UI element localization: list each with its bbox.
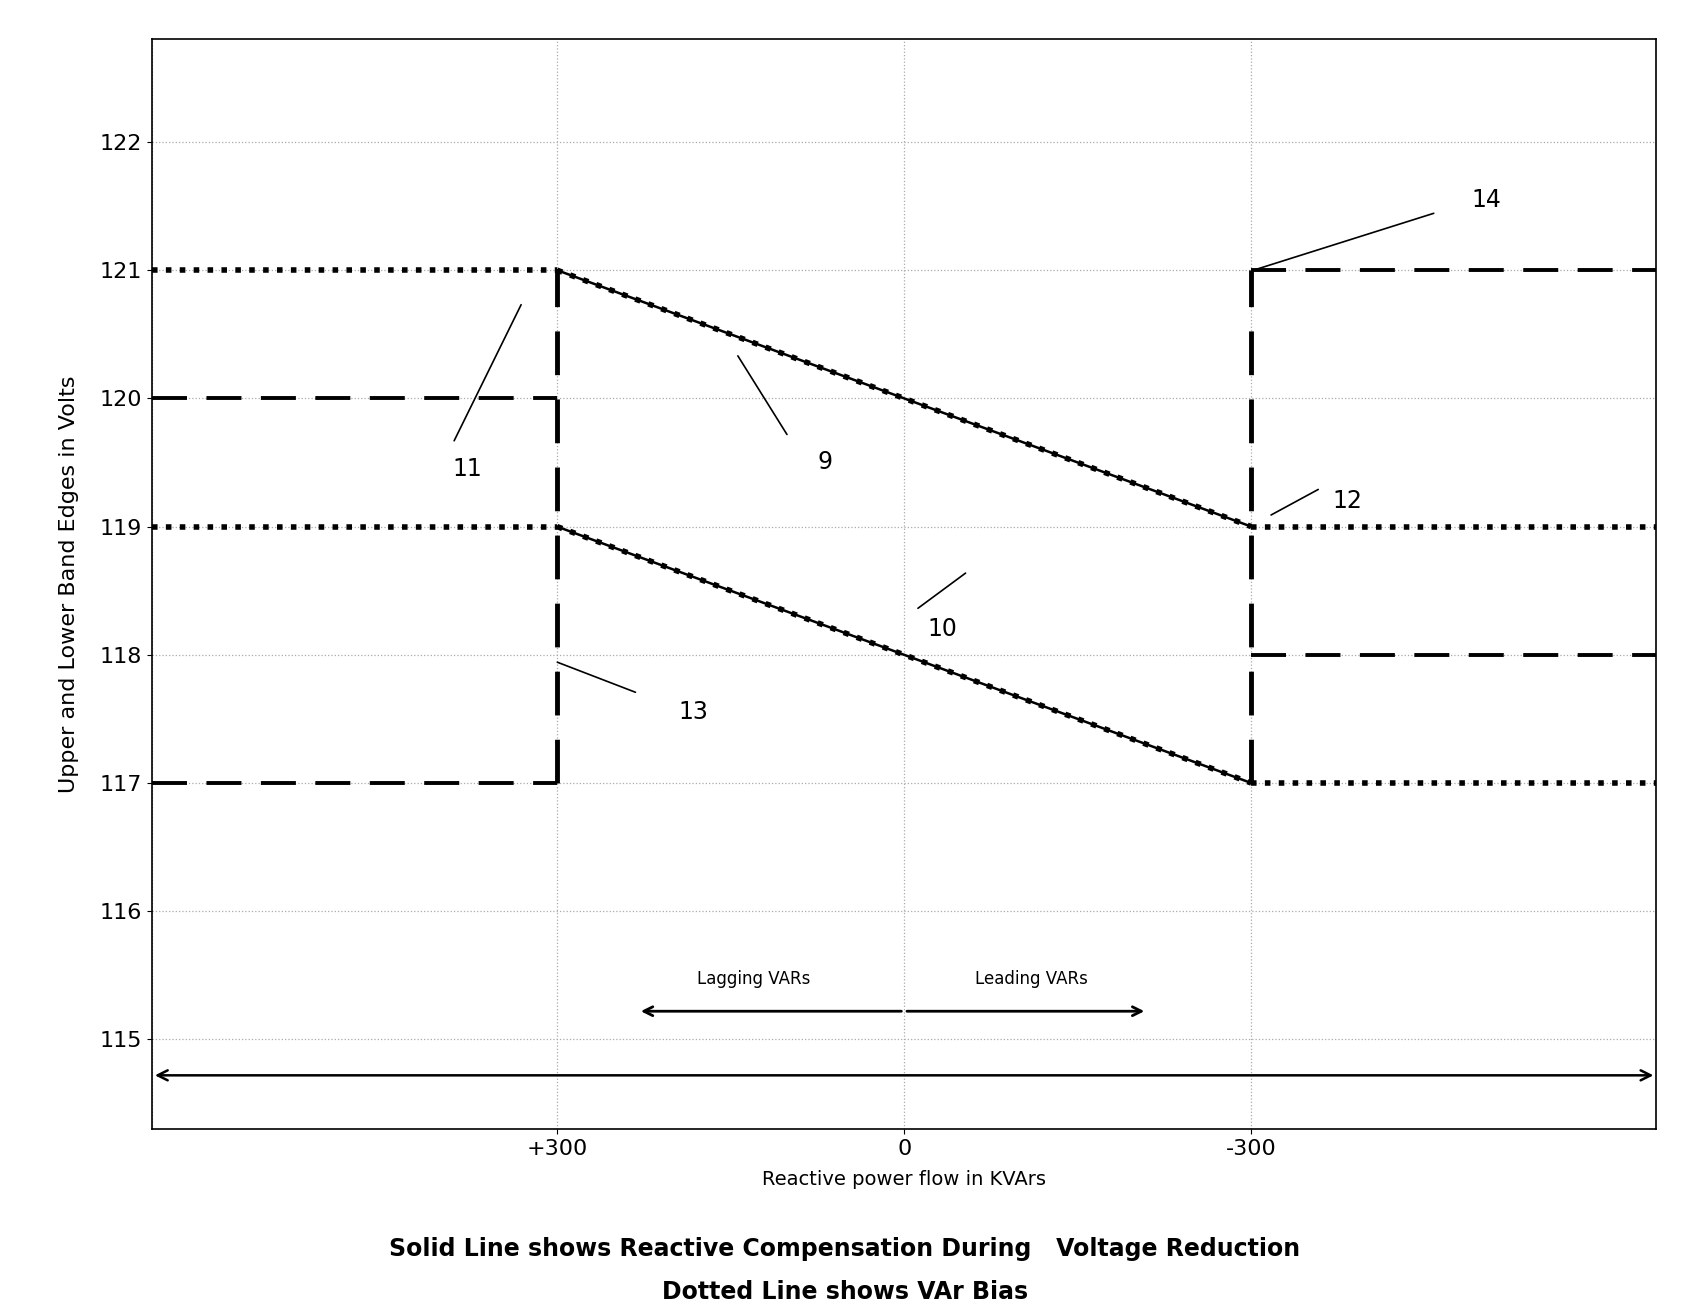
Text: 9: 9 — [817, 450, 833, 474]
Y-axis label: Upper and Lower Band Edges in Volts: Upper and Lower Band Edges in Volts — [59, 376, 79, 793]
Text: Leading VARs: Leading VARs — [975, 970, 1088, 989]
Text: 13: 13 — [677, 701, 708, 725]
Text: 11: 11 — [453, 457, 483, 481]
Text: 10: 10 — [927, 617, 956, 641]
Text: Solid Line shows Reactive Compensation During   Voltage Reduction: Solid Line shows Reactive Compensation D… — [388, 1237, 1301, 1260]
Text: 12: 12 — [1331, 488, 1361, 513]
Text: 14: 14 — [1469, 188, 1500, 211]
Text: Dotted Line shows VAr Bias: Dotted Line shows VAr Bias — [662, 1280, 1027, 1304]
X-axis label: Reactive power flow in KVArs: Reactive power flow in KVArs — [762, 1170, 1045, 1190]
Text: Lagging VARs: Lagging VARs — [696, 970, 811, 989]
